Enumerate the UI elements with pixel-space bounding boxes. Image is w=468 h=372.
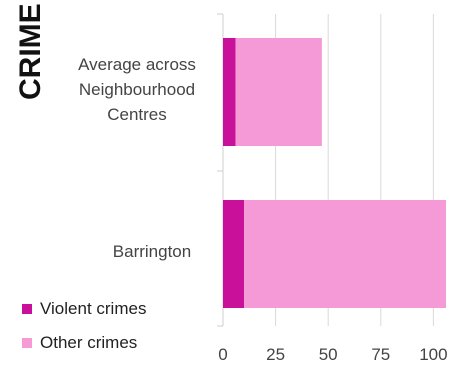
legend: Violent crimes Other crimes bbox=[22, 292, 146, 360]
bar-average-violent bbox=[223, 38, 236, 146]
legend-label-other: Other crimes bbox=[40, 333, 138, 352]
legend-item-violent: Violent crimes bbox=[22, 292, 146, 326]
category-label-barrington: Barrington bbox=[112, 242, 192, 261]
legend-swatch-violent bbox=[22, 304, 32, 314]
x-tick-label-0: 0 bbox=[218, 345, 227, 364]
x-tick-label-50: 50 bbox=[319, 345, 338, 364]
x-tick-label-25: 25 bbox=[266, 345, 285, 364]
bar-barrington-other bbox=[244, 200, 446, 308]
legend-item-other: Other crimes bbox=[22, 326, 146, 360]
legend-swatch-other bbox=[22, 338, 32, 348]
bar-average-other bbox=[235, 38, 322, 146]
bar-barrington-violent bbox=[223, 200, 245, 308]
legend-label-violent: Violent crimes bbox=[40, 299, 147, 318]
x-tick-label-100: 100 bbox=[419, 345, 447, 364]
category-label-average: Average across Neighbourhood Centres bbox=[78, 55, 196, 124]
x-tick-label-75: 75 bbox=[371, 345, 390, 364]
